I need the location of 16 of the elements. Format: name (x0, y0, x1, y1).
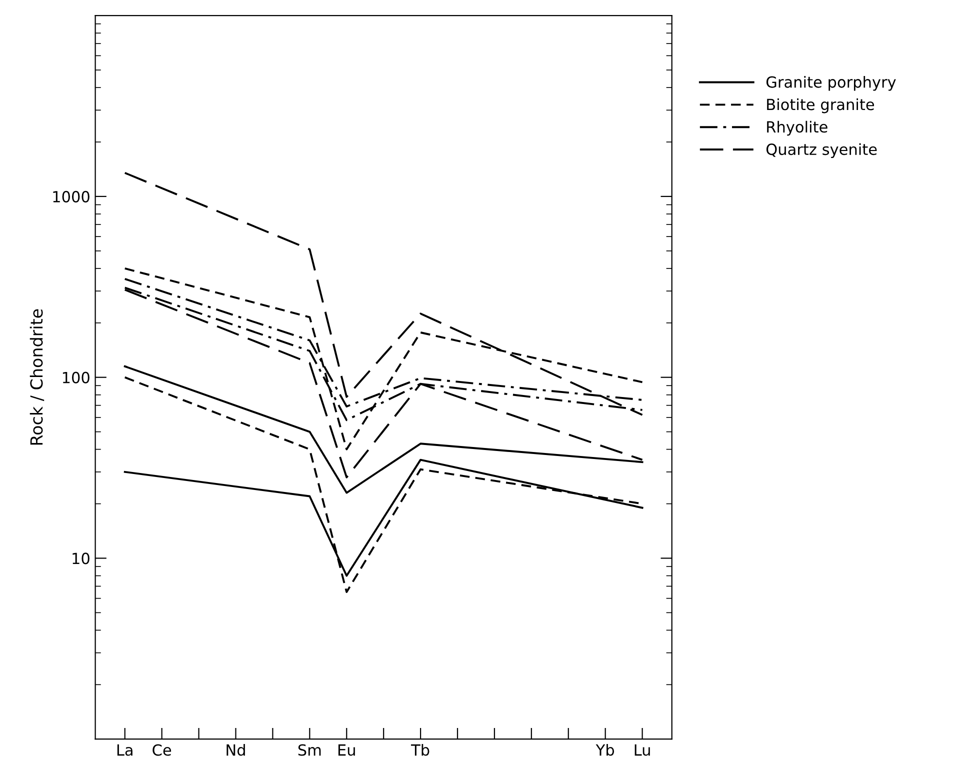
x-tick-label: Nd (226, 744, 245, 756)
x-tick-label: La (117, 744, 132, 756)
x-tick-label: Lu (634, 744, 650, 756)
y-tick-label: 100 (62, 372, 90, 384)
y-tick-label: 10 (72, 552, 90, 564)
legend-label: Granite porphyry (766, 76, 896, 91)
y-axis-title: Rock / Chondrite (30, 309, 44, 445)
legend-label: Quartz syenite (766, 143, 877, 158)
x-tick-label: Yb (596, 744, 614, 756)
legend-label: Biotite granite (767, 98, 874, 114)
y-tick-label: 1000 (53, 190, 90, 202)
x-tick-label: Eu (338, 744, 355, 756)
x-tick-label: Ce (152, 744, 172, 756)
x-tick-label: Tb (410, 744, 430, 756)
legend-label: Rhyolite (767, 120, 828, 136)
x-tick-label: Sm (298, 744, 321, 756)
